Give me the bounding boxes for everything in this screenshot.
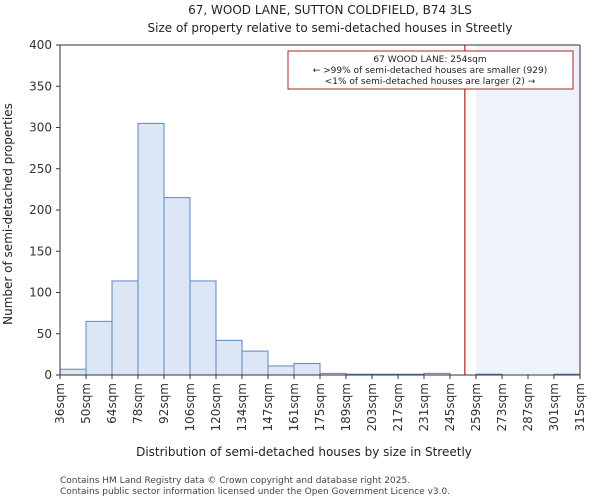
x-tick-label: 231sqm	[417, 383, 431, 431]
bar-64sqm	[111, 280, 139, 376]
y-tick-label: 400	[29, 38, 52, 52]
bar-92sqm	[163, 197, 191, 376]
x-tick-label: 273sqm	[495, 383, 509, 431]
bar-147sqm	[267, 365, 295, 376]
annotation-frame	[287, 50, 574, 90]
annotation-line-1: 67 WOOD LANE: 254sqm	[373, 55, 486, 65]
x-tick-label: 287sqm	[521, 383, 535, 431]
y-axis-label: Number of semi-detached properties	[1, 103, 15, 325]
x-tick-label: 301sqm	[547, 383, 561, 431]
y-tick-label: 200	[29, 203, 52, 217]
x-tick-label: 134sqm	[235, 383, 249, 431]
x-tick-label: 175sqm	[313, 383, 327, 431]
x-tick-label: 189sqm	[339, 383, 353, 431]
y-tick-label: 150	[29, 244, 52, 258]
x-tick-label: 245sqm	[443, 383, 457, 431]
x-tick-label: 217sqm	[391, 383, 405, 431]
bar-120sqm	[215, 339, 243, 376]
larger-region-shade	[476, 45, 580, 375]
bar-36sqm	[59, 368, 87, 376]
bar-106sqm	[189, 280, 217, 376]
annotation-line-3: <1% of semi-detached houses are larger (…	[325, 77, 536, 87]
footer-line-1: Contains HM Land Registry data © Crown c…	[60, 476, 410, 486]
x-tick-label: 106sqm	[183, 383, 197, 431]
bar-50sqm	[85, 320, 113, 376]
x-tick-label: 36sqm	[53, 383, 67, 424]
y-tick-label: 250	[29, 162, 52, 176]
y-tick-label: 300	[29, 121, 52, 135]
chart-title: 67, WOOD LANE, SUTTON COLDFIELD, B74 3LS	[188, 3, 472, 17]
annotation-box: 67 WOOD LANE: 254sqm ← >99% of semi-deta…	[287, 50, 574, 90]
bar-134sqm	[241, 350, 269, 376]
bar-161sqm	[293, 362, 321, 376]
y-tick-label: 50	[37, 327, 52, 341]
y-tick-label: 350	[29, 79, 52, 93]
bar-78sqm	[137, 122, 165, 376]
y-tick-label: 100	[29, 286, 52, 300]
footer-line-2: Contains public sector information licen…	[60, 487, 450, 497]
x-tick-label: 78sqm	[131, 383, 145, 424]
x-tick-label: 259sqm	[469, 383, 483, 431]
x-axis-label: Distribution of semi-detached houses by …	[136, 445, 472, 459]
x-tick-label: 147sqm	[261, 383, 275, 431]
y-tick-label: 0	[44, 368, 52, 382]
x-tick-label: 120sqm	[209, 383, 223, 431]
x-tick-label: 203sqm	[365, 383, 379, 431]
x-tick-label: 315sqm	[573, 383, 587, 431]
x-tick-label: 161sqm	[287, 383, 301, 431]
chart-subtitle: Size of property relative to semi-detach…	[148, 21, 513, 35]
x-tick-label: 50sqm	[79, 383, 93, 424]
annotation-line-2: ← >99% of semi-detached houses are small…	[313, 66, 548, 76]
x-tick-label: 64sqm	[105, 383, 119, 424]
x-tick-label: 92sqm	[157, 383, 171, 424]
